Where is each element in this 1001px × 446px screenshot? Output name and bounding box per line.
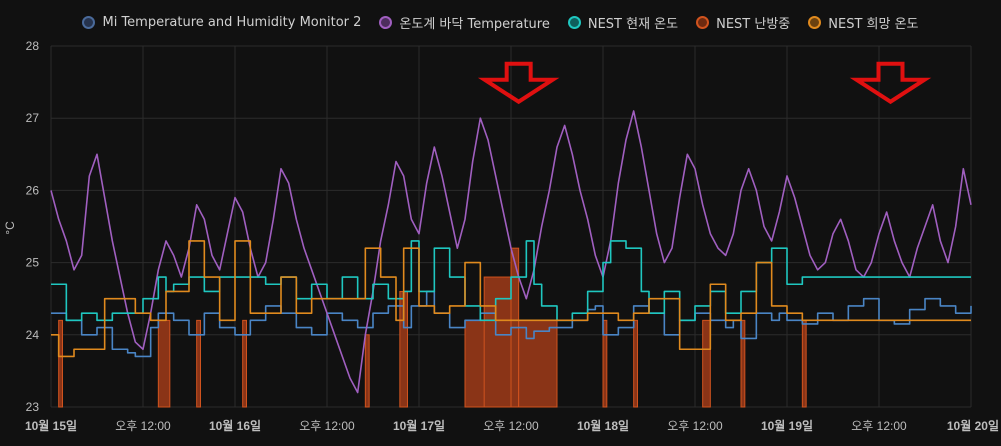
legend-label: Mi Temperature and Humidity Monitor 2 (102, 14, 362, 30)
heating-bar (157, 319, 171, 408)
legend-item-1[interactable]: 온도계 바닥 Temperature (379, 10, 550, 34)
y-tick-label: 25 (26, 256, 40, 270)
heating-bar (740, 319, 746, 408)
x-tick-label: 오후 12:00 (851, 419, 907, 433)
heating-bar (483, 276, 512, 408)
legend-label: NEST 난방중 (716, 16, 791, 32)
legend-item-3[interactable]: NEST 난방중 (696, 10, 790, 34)
y-axis-label: °C (3, 221, 17, 235)
legend-swatch-icon (82, 15, 96, 29)
heating-bar (196, 319, 202, 408)
heating-bar (242, 319, 248, 408)
legend-item-2[interactable]: NEST 현재 온도 (567, 10, 679, 34)
legend-label: NEST 현재 온도 (587, 16, 679, 32)
heating-bar (602, 319, 608, 408)
chart-legend: Mi Temperature and Humidity Monitor 2 온도계… (0, 10, 1001, 34)
y-tick-label: 27 (26, 111, 40, 125)
heating-bar (702, 319, 711, 408)
annotation-arrow-icon (477, 61, 560, 105)
annotation-arrow-icon (849, 61, 932, 105)
x-tick-label: 10월 19일 (761, 418, 813, 433)
legend-swatch-icon (696, 15, 710, 29)
heating-bar (364, 334, 370, 408)
y-tick-label: 28 (26, 39, 40, 53)
x-tick-label: 오후 12:00 (299, 419, 355, 433)
x-tick-label: 10월 17일 (393, 418, 445, 433)
heating-bar (633, 319, 639, 408)
series-line-3 (51, 240, 971, 358)
x-tick-label: 10월 18일 (577, 418, 629, 433)
legend-label: NEST 희망 온도 (828, 16, 919, 32)
heating-bar (518, 319, 558, 408)
series-line-0 (51, 290, 972, 358)
x-tick-label: 오후 12:00 (115, 419, 171, 433)
legend-label: 온도계 바닥 Temperature (399, 16, 550, 32)
x-tick-label: 10월 16일 (209, 418, 261, 433)
heating-bar (58, 319, 64, 408)
y-tick-label: 23 (26, 400, 40, 414)
x-tick-label: 오후 12:00 (667, 419, 723, 433)
y-tick-label: 24 (26, 328, 40, 342)
legend-swatch-icon (379, 15, 393, 29)
legend-swatch-icon (567, 15, 581, 29)
legend-item-0[interactable]: Mi Temperature and Humidity Monitor 2 (82, 10, 361, 34)
series-line-1 (50, 110, 972, 394)
x-tick-label: 오후 12:00 (483, 419, 539, 433)
heating-bar (801, 319, 807, 408)
legend-item-4[interactable]: NEST 희망 온도 (808, 10, 919, 34)
x-tick-label: 10월 15일 (25, 418, 77, 433)
y-tick-label: 26 (26, 183, 40, 197)
x-tick-label: 10월 20일 (947, 418, 999, 433)
legend-swatch-icon (808, 15, 822, 29)
